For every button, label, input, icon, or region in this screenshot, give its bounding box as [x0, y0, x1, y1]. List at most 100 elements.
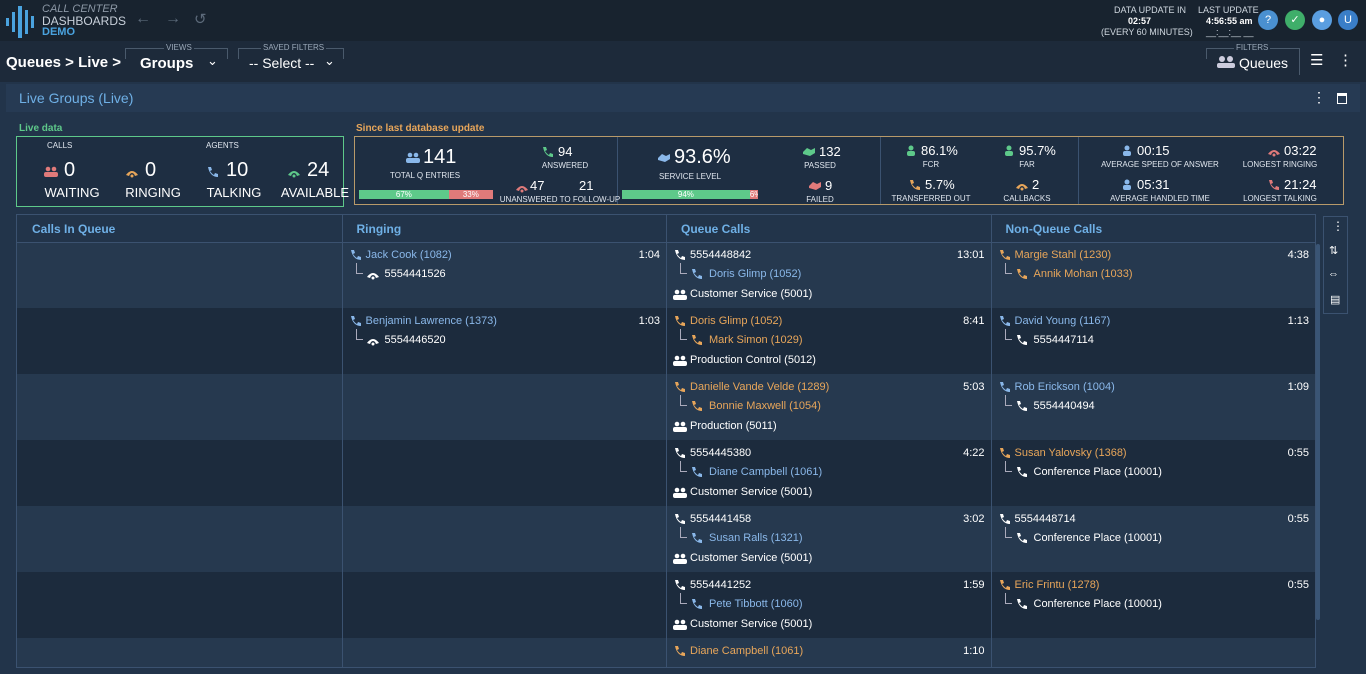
phone-icon: [675, 580, 685, 590]
target: 5554447114: [1033, 334, 1094, 346]
maximize[interactable]: [1337, 93, 1347, 104]
phone-icon: [999, 382, 1010, 392]
metric-label: LONGEST RINGING: [1242, 160, 1318, 169]
menu[interactable]: ⋮: [1338, 52, 1353, 69]
caller: 5554448714: [1014, 513, 1076, 525]
panel-menu[interactable]: ⋮: [1312, 89, 1326, 105]
metric-value: 21: [579, 178, 594, 193]
target: Conference Place (10001): [1033, 598, 1162, 610]
people-icon: [44, 166, 58, 177]
ring-icon: [1268, 150, 1280, 157]
filters-value[interactable]: Queues: [1239, 55, 1289, 71]
help[interactable]: ?: [1258, 10, 1278, 30]
metric-value: 95.7%: [1019, 143, 1056, 158]
connector: [1004, 593, 1012, 604]
phone-icon: [692, 269, 702, 279]
progress-segment: 33%: [448, 190, 493, 199]
call-grid: Calls In Queue Ringing Jack Cook (1082) 1:0…: [16, 214, 1316, 668]
column-divider: [666, 215, 667, 667]
phone-icon: [675, 316, 685, 326]
divider: [1299, 51, 1300, 75]
target: 5554441526: [384, 268, 446, 280]
saved-filters-value[interactable]: -- Select --: [249, 55, 315, 71]
phone-icon: [910, 180, 920, 190]
chevron[interactable]: ⌄: [324, 53, 335, 68]
stat-label: WAITING: [44, 185, 100, 200]
metric-label: UNANSWERED TO FOLLOW-UP: [499, 195, 621, 204]
live-label: Live data: [19, 123, 63, 134]
notifications[interactable]: ●: [1312, 10, 1332, 30]
duration: 1:09: [1287, 381, 1309, 393]
metric-value: 21:24: [1284, 177, 1317, 192]
metric-label: FCR: [922, 160, 940, 169]
progress-segment: 94%: [622, 190, 750, 199]
divider: [1078, 137, 1079, 204]
last-update-date: __:__:__ __: [1206, 27, 1254, 37]
fit-columns[interactable]: ⇔: [1328, 268, 1339, 280]
phone-icon: [692, 401, 702, 411]
connector: [1004, 263, 1012, 274]
target: Conference Place (10001): [1033, 532, 1162, 544]
progress-label: 33%: [462, 190, 479, 199]
last-update-time: 4:56:55 am: [1206, 16, 1253, 26]
fit-rows[interactable]: ⇅: [1329, 245, 1339, 257]
person-icon: [907, 145, 915, 156]
person-icon: [1005, 145, 1013, 156]
update-note: (EVERY 60 MINUTES): [1101, 27, 1193, 37]
person-icon: [1123, 179, 1131, 190]
history[interactable]: ↺: [194, 11, 207, 28]
metric-value: 141: [423, 146, 457, 168]
phone-icon: [1016, 269, 1027, 279]
agents-label: AGENTS: [206, 141, 239, 150]
stat-value: 0: [145, 159, 157, 181]
caller: 5554448842: [690, 249, 752, 261]
target: Mark Simon (1029): [709, 334, 803, 346]
brand: CALL CENTER: [42, 3, 118, 15]
duration: 1:04: [638, 249, 660, 261]
ring-icon: [366, 339, 379, 346]
person-icon: [1123, 145, 1131, 156]
people-icon: [673, 289, 687, 300]
stat-value: 10: [226, 159, 249, 181]
caller: Margie Stahl (1230): [1014, 249, 1112, 261]
metric-value: 9: [825, 178, 833, 193]
connector: [680, 329, 687, 340]
views-value[interactable]: Groups: [140, 55, 194, 72]
column-divider: [990, 215, 992, 667]
phone-icon: [350, 316, 361, 326]
progress-label: 6%: [749, 190, 758, 199]
user[interactable]: U: [1338, 10, 1358, 30]
queue-group: Customer Service (5001): [690, 486, 813, 498]
breadcrumb: Queues > Live >: [6, 54, 122, 71]
queue-group: Customer Service (5001): [690, 552, 813, 564]
progress-label: 94%: [677, 190, 694, 199]
caller: Benjamin Lawrence (1373): [365, 315, 497, 327]
status[interactable]: ✓: [1285, 10, 1305, 30]
back[interactable]: ←: [135, 10, 151, 27]
chevron[interactable]: ⌄: [207, 53, 218, 68]
export[interactable]: ▤: [1330, 294, 1341, 306]
toolbar: Queues > Live > VIEWS Groups ⌄ SAVED FIL…: [0, 41, 1366, 82]
people-icon: [673, 619, 687, 630]
ring-icon: [366, 273, 379, 280]
queue-group: Customer Service (5001): [690, 288, 813, 300]
brand: DASHBOARDS: [42, 14, 127, 28]
update-value: 02:57: [1128, 16, 1152, 26]
people-icon: [673, 553, 687, 564]
metric-value: 93.6%: [674, 146, 731, 168]
target: Bonnie Maxwell (1054): [709, 400, 821, 412]
side-menu[interactable]: ⋮: [1332, 219, 1344, 233]
duration: 1:59: [963, 579, 985, 591]
phone-icon: [999, 580, 1010, 590]
connector: [1004, 461, 1012, 472]
column-header: Queue Calls: [681, 222, 751, 236]
ring-icon: [126, 171, 138, 178]
forward[interactable]: →: [165, 10, 181, 27]
phone-icon: [675, 646, 685, 656]
settings[interactable]: ☰: [1310, 52, 1324, 69]
metric-label: TOTAL Q ENTRIES: [389, 171, 461, 180]
brand: DEMO: [42, 26, 75, 38]
stat-label: RINGING: [125, 185, 181, 200]
top-bar: CALL CENTER DASHBOARDS DEMO ← → ↺ DATA U…: [0, 0, 1366, 41]
calls-label: CALLS: [47, 141, 73, 150]
